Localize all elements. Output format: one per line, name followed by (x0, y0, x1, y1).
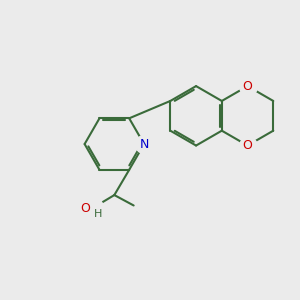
Text: N: N (140, 138, 149, 151)
Text: H: H (94, 209, 102, 219)
Text: O: O (243, 139, 253, 152)
Text: O: O (243, 80, 253, 93)
Text: O: O (81, 202, 91, 215)
